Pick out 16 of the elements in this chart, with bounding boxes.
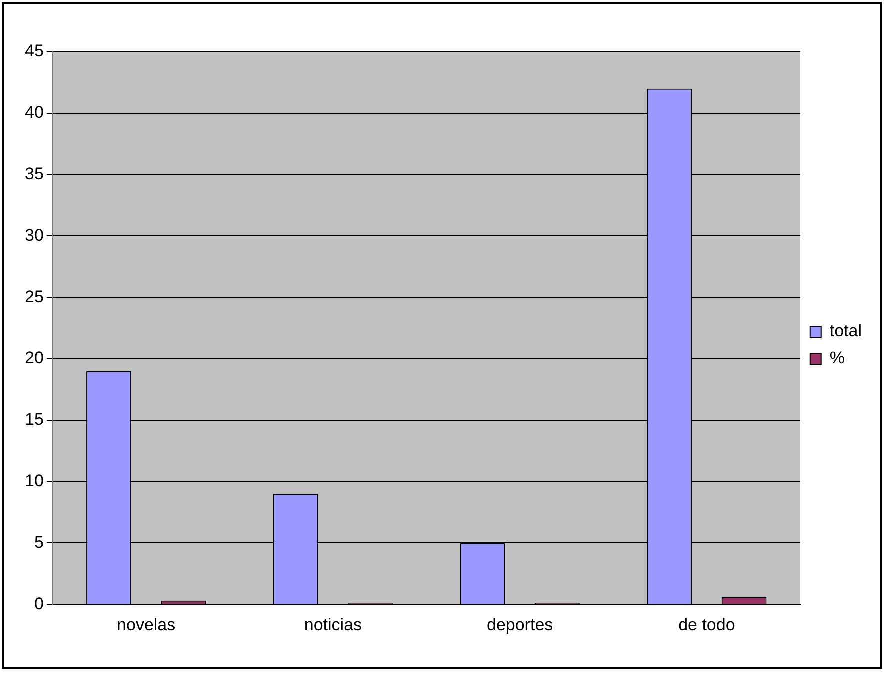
- x-tick-label: deportes: [486, 615, 554, 634]
- y-tick-label: 35: [24, 164, 44, 184]
- y-tick-label: 15: [24, 410, 44, 430]
- y-tick-label: 10: [24, 471, 44, 490]
- y-tick-label: 20: [24, 348, 44, 368]
- x-tick-label: noticias: [304, 615, 362, 634]
- y-tick-label: 0: [34, 594, 44, 614]
- y-tick-label: 5: [34, 532, 44, 552]
- x-tick-label: novelas: [117, 615, 176, 634]
- y-tick-label: 30: [24, 226, 44, 245]
- legend-label: %: [830, 348, 845, 368]
- legend-label: total: [830, 322, 862, 341]
- y-tick-label: 25: [24, 287, 44, 306]
- y-tick-label: 40: [24, 103, 44, 122]
- y-tick-label: 45: [24, 42, 44, 61]
- x-tick-label: de todo: [678, 615, 736, 634]
